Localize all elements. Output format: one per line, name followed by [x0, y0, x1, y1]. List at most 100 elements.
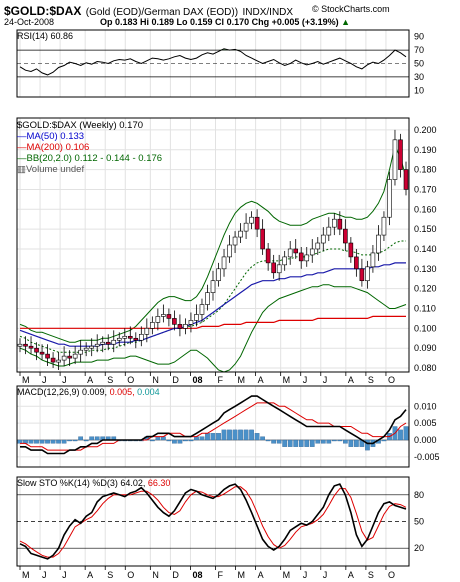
bottom-x-label: J — [303, 570, 308, 580]
macd-hist-bar — [210, 433, 216, 441]
macd-hist-bar — [61, 439, 67, 444]
macd-tick-label: 0.010 — [414, 401, 437, 411]
macd-hist-bar — [23, 439, 28, 444]
candle-body — [139, 333, 144, 341]
candle-body — [199, 304, 205, 315]
price-tick-label: 0.100 — [414, 323, 437, 333]
price-x-label: S — [107, 375, 113, 385]
macd-hist-bar — [354, 439, 359, 447]
macd-hist-bar — [293, 439, 299, 447]
price-tick-label: 0.140 — [414, 244, 437, 254]
bottom-x-label: O — [127, 570, 134, 580]
macd-hist-bar — [155, 436, 161, 441]
candle-body — [100, 341, 106, 345]
bottom-x-label: F — [218, 570, 224, 580]
sto-label: Slow STO %K(14) %D(3) 64.02, 66.30 — [17, 478, 171, 488]
price-x-label: J — [303, 375, 308, 385]
rsi-line — [19, 48, 407, 76]
macd-hist-bar — [232, 429, 238, 441]
price-x-label: J — [42, 375, 47, 385]
legend-ma50: —MA(50) 0.133 — [17, 131, 85, 142]
sto-tick-label: 80 — [414, 490, 424, 500]
macd-hist-bar — [260, 436, 265, 441]
macd-hist-bar — [221, 429, 227, 441]
price-tick-label: 0.090 — [414, 343, 437, 353]
macd-hist-bar — [17, 439, 23, 444]
price-tick-label: 0.110 — [414, 304, 436, 314]
bb-middle-line — [19, 240, 406, 353]
candle-body — [127, 335, 133, 339]
candle-body — [343, 228, 348, 244]
date-label: 24-Oct-2008 — [4, 17, 55, 27]
price-tick-label: 0.180 — [414, 165, 437, 175]
rsi-tick-label: 30 — [414, 72, 424, 82]
price-tick-label: 0.170 — [414, 184, 437, 194]
candle-body — [150, 322, 155, 329]
candle-body — [83, 347, 89, 351]
candle-body — [398, 139, 403, 170]
bottom-x-label: J — [323, 570, 328, 580]
macd-hist-bar — [89, 436, 95, 441]
macd-hist-bar — [254, 433, 260, 441]
price-x-label: D — [172, 375, 179, 385]
candle-body — [392, 139, 398, 180]
macd-hist-bar — [381, 439, 387, 442]
price-tick-label: 0.160 — [414, 204, 437, 214]
ma200-line — [20, 315, 406, 329]
candle-body — [194, 314, 199, 321]
macd-label: MACD(12,26,9) 0.009, 0.005, 0.004 — [17, 387, 160, 397]
chart-header: $GOLD:$DAX (Gold (EOD)/German DAX (EOD))… — [4, 2, 293, 20]
candle-body — [94, 343, 100, 347]
candle-body — [370, 252, 376, 268]
rsi-panel-frame — [16, 29, 410, 98]
price-x-label: 08 — [192, 375, 202, 385]
candle-body — [144, 328, 150, 335]
sto-tick-label: 20 — [414, 543, 424, 553]
price-x-label: J — [62, 375, 67, 385]
macd-hist-bar — [304, 439, 310, 447]
exchange-label: INDX/INDX — [242, 7, 294, 18]
legend-volume: ▥Volume undef — [17, 164, 85, 175]
candle-body — [216, 268, 221, 282]
candle-body — [23, 343, 28, 347]
candle-body — [72, 353, 78, 359]
macd-hist-bar — [67, 439, 72, 442]
copyright-label[interactable]: © StockCharts.com — [312, 4, 390, 14]
candle-body — [205, 292, 210, 305]
bottom-x-label: O — [388, 570, 395, 580]
candle-body — [188, 320, 194, 325]
candle-body — [265, 248, 271, 264]
macd-hist-bar — [39, 439, 45, 444]
price-x-label: J — [323, 375, 328, 385]
bottom-x-label: A — [258, 570, 264, 580]
symbol-title: $GOLD:$DAX — [4, 4, 82, 18]
macd-hist-bar — [282, 439, 288, 447]
candle-body — [309, 248, 315, 256]
candle-body — [122, 335, 128, 339]
macd-hist-bar — [238, 429, 243, 441]
candle-body — [243, 222, 249, 232]
candle-body — [177, 324, 183, 329]
candle-body — [298, 252, 304, 262]
macd-hist-bar — [403, 426, 409, 441]
symbol-name: (Gold (EOD)/German DAX (EOD)) — [85, 7, 239, 18]
candle-body — [78, 349, 83, 355]
change-up-arrow-icon: ▲ — [341, 17, 351, 27]
bottom-x-label: N — [152, 570, 159, 580]
bottom-x-label: J — [62, 570, 67, 580]
candle-body — [227, 244, 232, 258]
sto-k-line — [19, 483, 407, 560]
macd-hist-bar — [320, 439, 326, 444]
candle-body — [337, 218, 343, 230]
rsi-tick-label: 70 — [414, 45, 424, 55]
price-tick-label: 0.200 — [414, 125, 437, 135]
macd-hist-bar — [365, 439, 370, 451]
macd-hist-bar — [188, 439, 194, 442]
candle-body — [376, 234, 381, 254]
bb-upper-line — [19, 144, 407, 343]
macd-hist-bar — [342, 439, 348, 444]
candle-body — [89, 345, 94, 349]
candle-body — [304, 254, 310, 262]
macd-hist-bar — [177, 439, 183, 444]
candle-body — [403, 169, 409, 190]
